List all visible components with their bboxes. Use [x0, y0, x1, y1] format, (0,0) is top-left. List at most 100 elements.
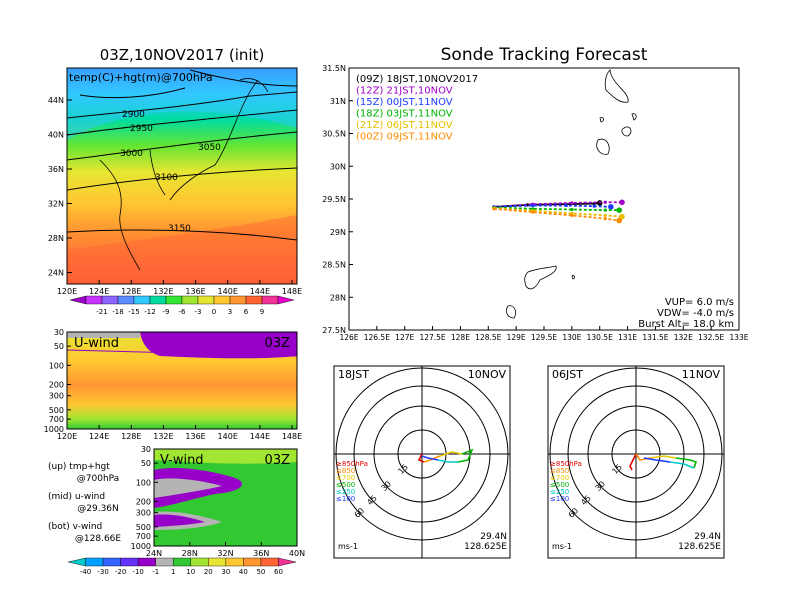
colorbar-label: -3 — [195, 308, 202, 316]
track-point — [603, 213, 607, 217]
lat-tick-label: 28N — [330, 293, 346, 302]
legend-up-2: @700hPa — [77, 474, 119, 484]
lon-tick-label: 128E — [121, 287, 141, 296]
lon-tick-label: 132.5E — [698, 333, 724, 342]
track-point — [616, 217, 623, 224]
lon-tick-label: 130.5E — [587, 333, 613, 342]
track-point — [570, 207, 574, 212]
hodograph-level-label: ≤500 — [550, 481, 569, 489]
hodograph-date-label: 10NOV — [468, 368, 507, 381]
lon-tick-label: 128E — [121, 432, 141, 441]
colorbar-label: 30 — [221, 568, 230, 576]
pressure-tick-label: 700 — [136, 532, 151, 541]
lat-tick-label: 28.5N — [322, 261, 346, 270]
vwind-lat-ticks: 24N 28N 32N 36N 40N — [146, 542, 305, 558]
track-series — [492, 199, 625, 224]
colorbar-label: -20 — [115, 568, 126, 576]
lat-tick-label: 44N — [48, 96, 64, 105]
lon-tick-label: 129.5E — [531, 333, 557, 342]
contour-label: 3050 — [198, 143, 221, 153]
lon-tick-label: 131E — [618, 333, 637, 342]
pressure-tick-label: 1000 — [131, 542, 151, 551]
hodograph-lon: 128.625E — [464, 542, 507, 552]
lon-tick-label: 132E — [153, 287, 173, 296]
hodograph-time-label: 06JST — [552, 368, 583, 381]
colorbar-label: -10 — [132, 568, 143, 576]
hodograph-level-label: ≤250 — [550, 488, 569, 496]
lat-tick-label: 31N — [330, 97, 346, 106]
track-lon-ticks: 126E 126.5E 127E 127.5E 128E 128.5E 129E 129.5E… — [339, 326, 749, 342]
legend-up-1: (up) tmp+hgt — [48, 462, 110, 472]
hodograph-level-label: ≥850hPa — [550, 460, 582, 468]
legend-mid-2: @29.36N — [77, 504, 119, 514]
map-label: temp(C)+hgt(m)@700hPa — [69, 71, 213, 84]
colorbar-swatch — [155, 557, 174, 567]
colorbar-label: 1 — [171, 568, 175, 576]
pressure-tick-label: 100 — [136, 478, 151, 487]
colorbar-label: -30 — [97, 568, 108, 576]
hodograph-trace — [421, 455, 439, 461]
track-legend-entry: (21Z) 06JST,11NOV — [356, 120, 453, 131]
colorbar-swatch — [85, 557, 104, 567]
colorbar-swatch — [229, 295, 247, 305]
contour-label: 3000 — [120, 149, 143, 159]
temp-colorbar: -21 -18 -15 -12 -9 -6 -3 0 3 6 9 — [69, 295, 295, 316]
hodograph-level-label: ≤700 — [550, 474, 569, 482]
colorbar-label: -40 — [80, 568, 91, 576]
lat-tick-label: 29.5N — [322, 195, 346, 204]
hodograph-trace — [669, 461, 695, 469]
param-vup: VUP= 6.0 m/s — [665, 297, 734, 308]
lon-tick-label: 24N — [146, 549, 162, 558]
colorbar-swatch — [102, 557, 121, 567]
colorbar-label: -9 — [163, 308, 170, 316]
track-point — [592, 204, 596, 208]
vwind-time: 03Z — [265, 453, 291, 468]
colorbar-label: -21 — [96, 308, 107, 316]
param-vdw: VDW= -4.0 m/s — [657, 308, 734, 319]
hodograph-level-label: ≤100 — [550, 495, 569, 503]
colorbar-swatch — [190, 557, 209, 567]
hodograph-trace — [439, 451, 463, 457]
track-point — [619, 213, 625, 220]
lon-tick-label: 140E — [218, 287, 238, 296]
hodograph-trace — [457, 448, 474, 463]
colorbar-swatch — [101, 295, 119, 305]
track-point — [531, 203, 535, 208]
track-point — [608, 204, 614, 210]
lat-tick-label: 24N — [48, 269, 64, 278]
contour-label: 3100 — [155, 173, 178, 183]
lat-tick-label: 32N — [48, 200, 64, 209]
pressure-tick-label: 200 — [49, 380, 64, 389]
contour-label: 2950 — [130, 124, 153, 134]
track-point — [570, 201, 574, 205]
uwind-title: U-wind — [74, 336, 119, 351]
hodograph-level-label: ≤500 — [336, 481, 355, 489]
contour-labels: 2900 2950 3000 3050 3100 3150 — [120, 110, 221, 234]
lon-tick-label: 128E — [451, 333, 470, 342]
lat-tick-label: 30N — [330, 162, 346, 171]
lon-tick-label: 127E — [395, 333, 414, 342]
lon-tick-label: 132E — [153, 432, 173, 441]
hodograph-level-label: ≤700 — [336, 474, 355, 482]
lon-tick-label: 144E — [250, 287, 270, 296]
track-point — [531, 210, 535, 214]
colorbar-label: 10 — [186, 568, 195, 576]
legend-bot-2: @128.66E — [75, 534, 121, 544]
hodograph-level-label: ≥850hPa — [336, 460, 368, 468]
pressure-tick-label: 200 — [136, 497, 151, 506]
legend-bot-1: (bot) v-wind — [48, 522, 102, 532]
hodograph-trace — [675, 457, 698, 469]
lat-tick-label: 29N — [330, 228, 346, 237]
colorbar-swatch — [245, 295, 263, 305]
track-line — [493, 207, 620, 222]
colorbar-swatch — [69, 295, 87, 305]
lon-tick-label: 124E — [89, 287, 109, 296]
hodograph-lat: 29.4N — [480, 532, 507, 542]
lat-tick-label: 27.5N — [322, 326, 346, 335]
hodograph-trace — [417, 453, 425, 463]
temp-map — [67, 68, 297, 284]
